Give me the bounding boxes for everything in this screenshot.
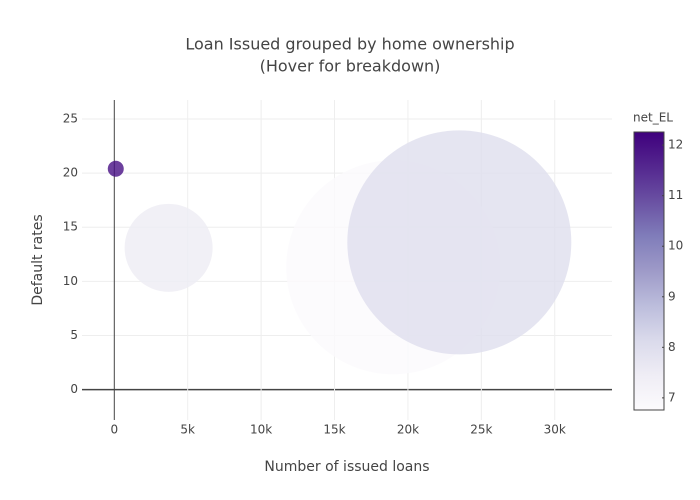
colorbar-tick-label: 12 [668, 138, 683, 152]
x-tick-label: 5k [180, 423, 195, 437]
colorbar-tick-label: 9 [668, 289, 676, 303]
colorbar-tick-label: 10 [668, 239, 683, 253]
bubble [347, 130, 572, 355]
colorbar [633, 131, 665, 411]
x-axis-title: Number of issued loans [264, 459, 429, 475]
bubble [124, 203, 213, 292]
x-tick-label: 10k [250, 423, 272, 437]
colorbar-tick-label: 11 [668, 188, 683, 202]
chart-title: Loan Issued grouped by home ownership [185, 35, 514, 54]
y-axis-title: Default rates [30, 214, 46, 305]
x-tick-label: 0 [110, 423, 118, 437]
bubble [107, 160, 124, 177]
y-tick-label: 15 [63, 220, 78, 234]
y-tick-label: 0 [70, 382, 78, 396]
y-tick-label: 5 [70, 328, 78, 342]
x-tick-label: 20k [397, 423, 419, 437]
y-tick-label: 20 [63, 166, 78, 180]
x-tick-label: 30k [544, 423, 566, 437]
colorbar-tick-label: 7 [668, 390, 676, 404]
x-tick-label: 15k [323, 423, 345, 437]
y-tick-label: 10 [63, 274, 78, 288]
chart-subtitle: (Hover for breakdown) [260, 57, 441, 76]
x-tick-label: 25k [470, 423, 492, 437]
colorbar-tick-label: 8 [668, 340, 676, 354]
colorbar-title: net_EL [633, 111, 673, 125]
y-tick-label: 25 [63, 111, 78, 125]
